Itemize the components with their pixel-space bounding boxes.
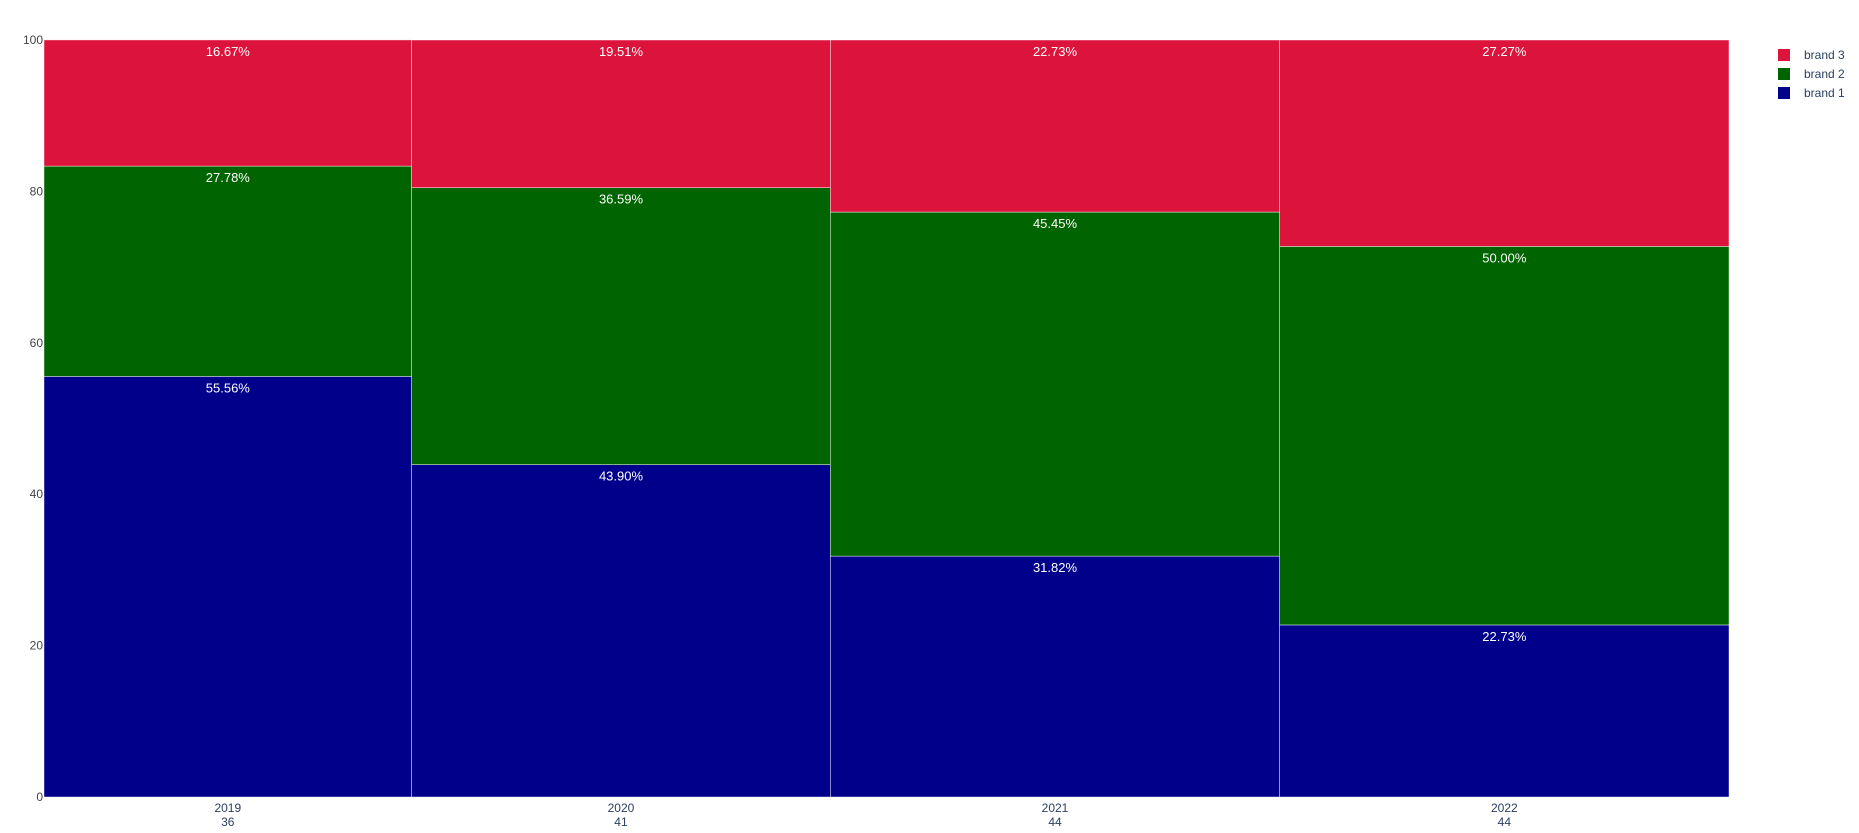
- data-label-brand-3-2020: 19.51%: [599, 44, 644, 59]
- data-label-brand-3-2021: 22.73%: [1033, 44, 1078, 59]
- x-tick-label-2019: 2019: [214, 801, 241, 815]
- data-label-brand-1-2021: 31.82%: [1033, 560, 1078, 575]
- x-tick-label-2022: 2022: [1491, 801, 1518, 815]
- data-label-brand-1-2019: 55.56%: [206, 380, 251, 395]
- bar-brand-1-2022[interactable]: [1279, 624, 1730, 798]
- data-label-brand-1-2022: 22.73%: [1482, 629, 1527, 644]
- data-label-brand-2-2020: 36.59%: [599, 192, 644, 207]
- y-tick-label-80: 80: [30, 184, 44, 198]
- bar-brand-1-2021[interactable]: [830, 555, 1280, 798]
- legend-item-brand-3[interactable]: brand 3: [1778, 48, 1845, 62]
- legend-label-brand-1: brand 1: [1804, 86, 1845, 100]
- legend-swatch-brand-1: [1778, 87, 1790, 99]
- bar-brand-3-2021[interactable]: [830, 39, 1280, 213]
- data-label-brand-2-2019: 27.78%: [206, 170, 251, 185]
- y-tick-label-60: 60: [30, 336, 44, 350]
- x-tick-total-2022: 44: [1498, 815, 1512, 829]
- y-tick-label-40: 40: [30, 487, 44, 501]
- legend-swatch-brand-3: [1778, 49, 1790, 61]
- x-tick-total-2019: 36: [221, 815, 235, 829]
- legend-label-brand-3: brand 3: [1804, 48, 1845, 62]
- legend-item-brand-1[interactable]: brand 1: [1778, 86, 1845, 100]
- data-label-brand-2-2021: 45.45%: [1033, 216, 1078, 231]
- plot-area: 55.56% 27.78% 16.67% 43.90% 36.59% 19.51% 31.8…: [43, 39, 1730, 798]
- bar-brand-2-2022[interactable]: [1279, 246, 1730, 626]
- legend-item-brand-2[interactable]: brand 2: [1778, 67, 1845, 81]
- data-label-brand-3-2019: 16.67%: [206, 44, 251, 59]
- y-tick-label-0: 0: [36, 790, 43, 804]
- data-label-brand-2-2022: 50.00%: [1482, 250, 1527, 265]
- bar-brand-3-2019[interactable]: [43, 39, 412, 167]
- legend-label-brand-2: brand 2: [1804, 67, 1845, 81]
- bar-brand-2-2020[interactable]: [411, 187, 831, 465]
- x-tick-total-2021: 44: [1048, 815, 1062, 829]
- legend[interactable]: brand 3 brand 2 brand 1: [1778, 48, 1845, 100]
- y-tick-label-20: 20: [30, 639, 44, 653]
- y-tick-label-100: 100: [23, 33, 43, 47]
- bar-brand-2-2021[interactable]: [830, 211, 1280, 557]
- data-label-brand-1-2020: 43.90%: [599, 469, 644, 484]
- bar-brand-1-2019[interactable]: [43, 376, 412, 798]
- bar-brand-1-2020[interactable]: [411, 464, 831, 798]
- data-label-brand-3-2022: 27.27%: [1482, 44, 1527, 59]
- x-tick-total-2020: 41: [614, 815, 628, 829]
- x-tick-label-2020: 2020: [608, 801, 635, 815]
- bar-brand-3-2020[interactable]: [411, 39, 831, 188]
- bar-brand-2-2019[interactable]: [43, 165, 412, 377]
- bar-brand-3-2022[interactable]: [1279, 39, 1730, 247]
- x-tick-label-2021: 2021: [1042, 801, 1069, 815]
- legend-swatch-brand-2: [1778, 68, 1790, 80]
- y-axis: 0 20 40 60 80 100: [23, 33, 43, 804]
